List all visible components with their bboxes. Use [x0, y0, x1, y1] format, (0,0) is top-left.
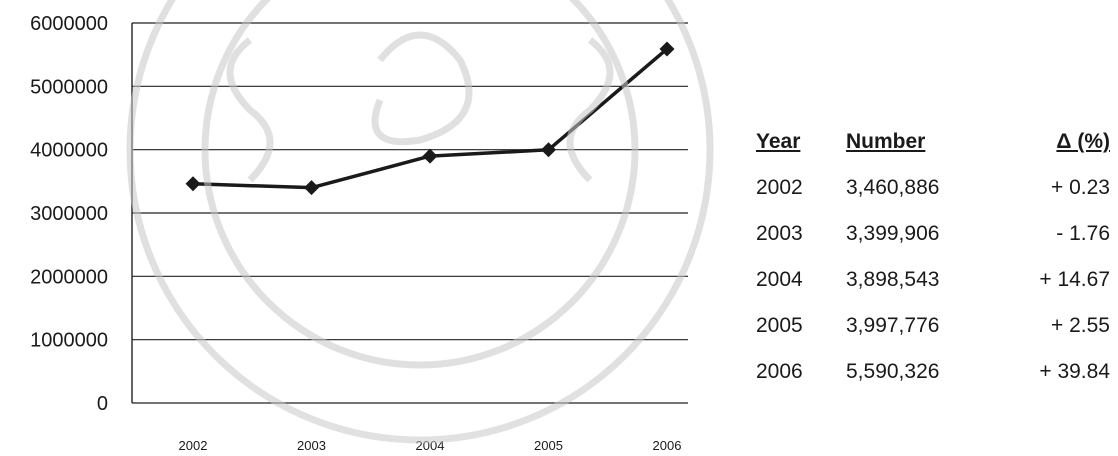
- y-tick-label: 2000000: [30, 266, 108, 288]
- cell-delta: + 0.23: [1051, 176, 1110, 199]
- table-row: 2006 5,590,326 + 39.84: [740, 360, 1110, 406]
- x-tick-label: 2005: [534, 438, 563, 453]
- table-row: 2005 3,997,776 + 2.55: [740, 314, 1110, 360]
- table-header-row: Year Number Δ (%): [740, 130, 1110, 176]
- series-line: [192, 47, 669, 190]
- table-row: 2002 3,460,886 + 0.23: [740, 176, 1110, 222]
- y-tick-label: 5000000: [30, 76, 108, 98]
- header-year: Year: [756, 130, 801, 153]
- data-point: [422, 148, 438, 164]
- line-chart: 0 1000000 2000000 3000000 4000000 5000000 6000…: [30, 13, 688, 453]
- y-axis: 0 1000000 2000000 3000000 4000000 5000000 6000…: [30, 13, 133, 415]
- gridlines: [132, 22, 688, 404]
- cell-year: 2002: [756, 176, 803, 199]
- cell-delta: + 14.67: [1039, 268, 1110, 291]
- y-tick-label: 3000000: [30, 203, 108, 225]
- cell-number: 3,460,886: [846, 176, 940, 199]
- x-axis: 2002 2003 2004 2005 2006: [179, 438, 682, 453]
- cell-year: 2005: [756, 314, 803, 337]
- cell-year: 2003: [756, 222, 803, 245]
- y-tick-label: 1000000: [30, 330, 108, 352]
- x-tick-label: 2002: [179, 438, 208, 453]
- cell-year: 2006: [756, 360, 803, 383]
- cell-number: 3,898,543: [846, 268, 940, 291]
- y-tick-label: 0: [97, 393, 108, 415]
- data-table: Year Number Δ (%) 2002 3,460,886 + 0.23 …: [740, 130, 1110, 406]
- x-tick-label: 2004: [416, 438, 445, 453]
- header-number: Number: [846, 130, 926, 153]
- cell-number: 3,399,906: [846, 222, 940, 245]
- cell-number: 3,997,776: [846, 314, 940, 337]
- x-tick-label: 2006: [653, 438, 682, 453]
- header-delta: Δ (%): [1056, 130, 1110, 153]
- y-tick-label: 4000000: [30, 140, 108, 162]
- data-point: [185, 176, 201, 192]
- series-lines: [192, 47, 669, 190]
- cell-delta: - 1.76: [1056, 222, 1110, 245]
- table-row: 2004 3,898,543 + 14.67: [740, 268, 1110, 314]
- cell-delta: + 39.84: [1039, 360, 1110, 383]
- x-tick-label: 2003: [297, 438, 326, 453]
- table-row: 2003 3,399,906 - 1.76: [740, 222, 1110, 268]
- data-point: [304, 180, 319, 196]
- cell-year: 2004: [756, 268, 803, 291]
- cell-delta: + 2.55: [1051, 314, 1110, 337]
- cell-number: 5,590,326: [846, 360, 940, 383]
- y-tick-label: 6000000: [30, 13, 108, 35]
- data-points: [185, 41, 675, 196]
